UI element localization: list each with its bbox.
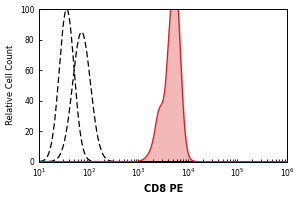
Y-axis label: Relative Cell Count: Relative Cell Count [6, 45, 15, 125]
X-axis label: CD8 PE: CD8 PE [144, 184, 183, 194]
